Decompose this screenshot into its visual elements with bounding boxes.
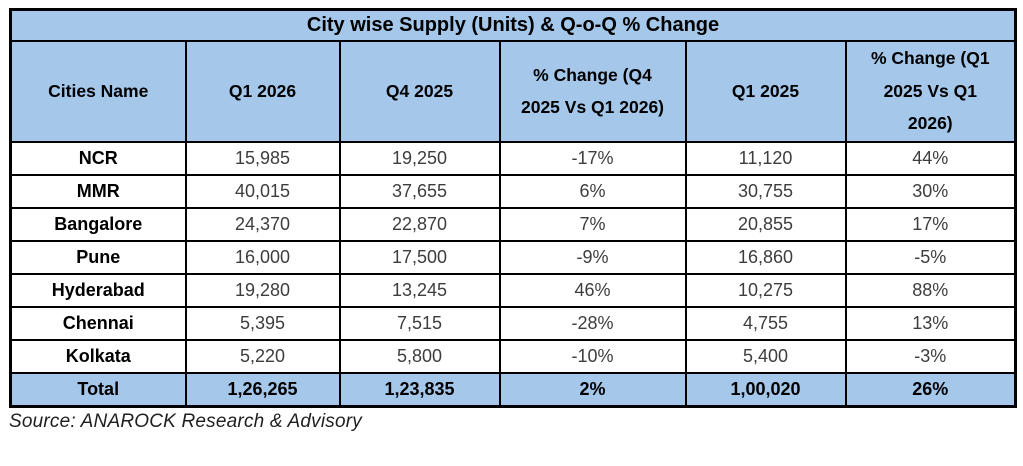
column-header-cities-name: Cities Name	[9, 39, 187, 143]
value-cell: 5,400	[684, 338, 847, 374]
value-cell: -3%	[844, 338, 1017, 374]
total-q1-2025: 1,00,020	[684, 371, 847, 408]
value-cell: 24,370	[184, 206, 341, 242]
value-cell: 16,860	[684, 239, 847, 275]
table-header-row: Cities Name Q1 2026 Q4 2025 % Change (Q4…	[9, 39, 1017, 143]
table-row: Kolkata 5,220 5,800 -10% 5,400 -3%	[9, 338, 1017, 374]
value-cell: 30%	[844, 173, 1017, 209]
city-cell: MMR	[9, 173, 187, 209]
column-header-q1-2026: Q1 2026	[184, 39, 341, 143]
column-header-q1-2025: Q1 2025	[684, 39, 847, 143]
value-cell: 5,395	[184, 305, 341, 341]
column-header-pct-change-q1-2025: % Change (Q1 2025 Vs Q1 2026)	[844, 39, 1017, 143]
value-cell: 13,245	[338, 272, 501, 308]
value-cell: 46%	[498, 272, 687, 308]
table-title: City wise Supply (Units) & Q-o-Q % Chang…	[9, 8, 1017, 42]
city-cell: Kolkata	[9, 338, 187, 374]
city-cell: Hyderabad	[9, 272, 187, 308]
value-cell: 5,220	[184, 338, 341, 374]
city-supply-table: City wise Supply (Units) & Q-o-Q % Chang…	[9, 8, 1018, 408]
value-cell: 6%	[498, 173, 687, 209]
value-cell: 37,655	[338, 173, 501, 209]
value-cell: 7%	[498, 206, 687, 242]
value-cell: 13%	[844, 305, 1017, 341]
value-cell: -28%	[498, 305, 687, 341]
table-body: NCR 15,985 19,250 -17% 11,120 44% MMR 40,015 37,…	[9, 140, 1017, 374]
value-cell: -5%	[844, 239, 1017, 275]
table-row: Bangalore 24,370 22,870 7% 20,855 17%	[9, 206, 1017, 242]
total-q1-2026: 1,26,265	[184, 371, 341, 408]
value-cell: -10%	[498, 338, 687, 374]
value-cell: 5,800	[338, 338, 501, 374]
page: City wise Supply (Units) & Q-o-Q % Chang…	[9, 8, 1018, 432]
value-cell: 44%	[844, 140, 1017, 176]
value-cell: 15,985	[184, 140, 341, 176]
table-row: Hyderabad 19,280 13,245 46% 10,275 88%	[9, 272, 1017, 308]
city-cell: Chennai	[9, 305, 187, 341]
value-cell: 20,855	[684, 206, 847, 242]
value-cell: 19,280	[184, 272, 341, 308]
value-cell: 10,275	[684, 272, 847, 308]
total-row: Total 1,26,265 1,23,835 2% 1,00,020 26%	[9, 371, 1017, 408]
value-cell: -9%	[498, 239, 687, 275]
value-cell: 16,000	[184, 239, 341, 275]
city-cell: Bangalore	[9, 206, 187, 242]
total-pct-change-q1: 26%	[844, 371, 1017, 408]
column-header-pct-change-q4-2025: % Change (Q4 2025 Vs Q1 2026)	[498, 39, 687, 143]
total-label: Total	[9, 371, 187, 408]
value-cell: 7,515	[338, 305, 501, 341]
value-cell: 11,120	[684, 140, 847, 176]
total-pct-change-q4: 2%	[498, 371, 687, 408]
value-cell: 19,250	[338, 140, 501, 176]
table-row: Chennai 5,395 7,515 -28% 4,755 13%	[9, 305, 1017, 341]
value-cell: 30,755	[684, 173, 847, 209]
column-header-q4-2025: Q4 2025	[338, 39, 501, 143]
value-cell: 40,015	[184, 173, 341, 209]
table-row: Pune 16,000 17,500 -9% 16,860 -5%	[9, 239, 1017, 275]
table-row: MMR 40,015 37,655 6% 30,755 30%	[9, 173, 1017, 209]
city-cell: Pune	[9, 239, 187, 275]
source-note: Source: ANAROCK Research & Advisory	[9, 411, 362, 432]
value-cell: -17%	[498, 140, 687, 176]
value-cell: 22,870	[338, 206, 501, 242]
value-cell: 4,755	[684, 305, 847, 341]
value-cell: 17%	[844, 206, 1017, 242]
value-cell: 88%	[844, 272, 1017, 308]
table-title-row: City wise Supply (Units) & Q-o-Q % Chang…	[9, 8, 1017, 42]
table-row: NCR 15,985 19,250 -17% 11,120 44%	[9, 140, 1017, 176]
value-cell: 17,500	[338, 239, 501, 275]
city-cell: NCR	[9, 140, 187, 176]
total-q4-2025: 1,23,835	[338, 371, 501, 408]
